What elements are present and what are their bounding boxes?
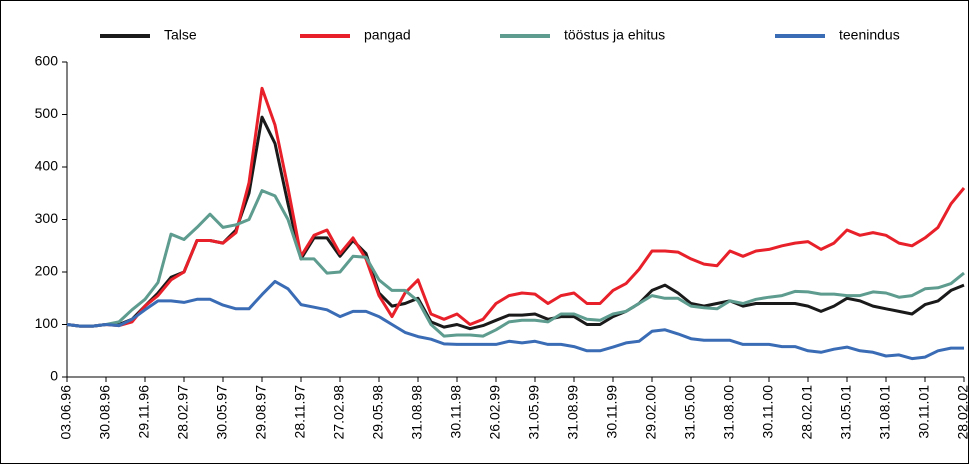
x-tick-label: 26.02.99	[487, 385, 503, 440]
series-line	[66, 189, 965, 338]
series-line	[66, 279, 964, 361]
y-tick-label: 0	[50, 368, 58, 384]
legend-label: Talse	[164, 27, 197, 43]
x-tick-label: 30.05.97	[214, 385, 230, 440]
legend-label: pangad	[364, 27, 411, 43]
x-tick-label: 31.08.00	[721, 385, 737, 440]
x-tick-label: 28.11.97	[292, 385, 308, 439]
x-tick-label: 29.11.96	[136, 385, 152, 439]
y-tick-label: 400	[35, 158, 59, 174]
x-tick-label: 29.05.98	[370, 385, 386, 440]
x-tick-label: 30.11.00	[760, 385, 776, 439]
x-tick-label: 31.05.01	[838, 385, 854, 440]
series-line	[66, 86, 966, 328]
y-tick-label: 100	[35, 315, 59, 331]
x-tick-label: 30.11.98	[448, 385, 464, 439]
x-tick-label: 29.02.00	[643, 385, 659, 440]
y-tick-label: 300	[35, 210, 59, 226]
x-tick-label: 31.08.98	[409, 385, 425, 440]
x-tick-label: 27.02.98	[331, 385, 347, 440]
x-tick-label: 30.11.99	[604, 385, 620, 439]
x-tick-label: 29.08.97	[253, 385, 269, 440]
y-tick-label: 200	[35, 263, 59, 279]
y-tick-label: 500	[35, 105, 59, 121]
x-tick-label: 31.08.01	[877, 385, 893, 440]
y-tick-label: 600	[35, 53, 59, 69]
x-tick-label: 03.06.96	[58, 385, 74, 440]
x-tick-label: 31.05.99	[526, 385, 542, 440]
legend-label: teenindus	[839, 27, 900, 43]
x-tick-label: 28.02.97	[175, 385, 191, 440]
legend-label: tööstus ja ehitus	[564, 27, 665, 43]
x-tick-label: 28.02.02	[955, 385, 970, 440]
x-tick-label: 30.08.96	[97, 385, 113, 440]
x-tick-label: 28.02.01	[799, 385, 815, 440]
x-tick-label: 31.08.99	[565, 385, 581, 440]
x-tick-label: 31.05.00	[682, 385, 698, 440]
x-tick-label: 30.11.01	[916, 385, 932, 439]
